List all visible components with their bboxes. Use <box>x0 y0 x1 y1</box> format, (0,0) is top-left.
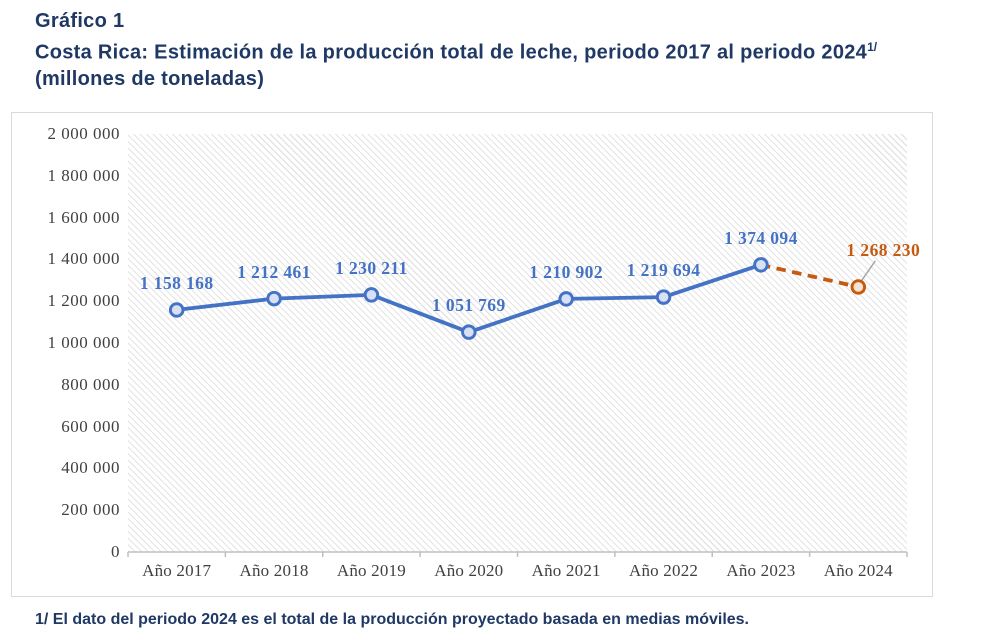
x-tick-label: Año 2018 <box>239 561 309 580</box>
data-label: 1 230 211 <box>335 257 408 278</box>
y-tick-label: 800 000 <box>61 374 120 394</box>
chart-frame: 0 200 000 400 000 600 000 800 000 1 000 000 1 … <box>11 112 933 597</box>
x-tick-label: Año 2024 <box>823 561 893 580</box>
y-tick-label: 1 400 000 <box>47 249 120 269</box>
x-tick-label: Año 2020 <box>434 561 504 580</box>
data-label: 1 212 461 <box>237 261 311 282</box>
heading-title: Costa Rica: Estimación de la producción … <box>35 34 985 66</box>
y-tick-label: 1 000 000 <box>47 333 120 352</box>
heading-footnote-ref: 1/ <box>867 40 878 54</box>
data-label: 1 158 168 <box>139 272 214 293</box>
data-point-marker <box>655 289 672 305</box>
data-label: 1 210 902 <box>529 261 603 282</box>
data-point-marker <box>168 302 185 318</box>
series-line-projected <box>760 262 859 289</box>
data-label: 1 219 694 <box>626 260 701 281</box>
data-point-marker <box>753 257 769 273</box>
heading-units: (millones de toneladas) <box>35 67 265 90</box>
data-label: 1 051 769 <box>432 295 506 316</box>
chart-footnote: 1/ El dato del periodo 2024 es el total … <box>35 611 749 628</box>
y-tick-label: 0 <box>111 542 120 561</box>
chart-heading: Gráfico 1 Costa Rica: Estimación de la p… <box>35 8 985 92</box>
data-point-marker <box>461 324 477 340</box>
heading-title-text: Costa Rica: Estimación de la producción … <box>35 41 868 64</box>
data-point-marker <box>266 290 282 307</box>
data-point-marker <box>363 287 380 303</box>
data-point-marker <box>850 279 867 295</box>
x-axis: Año 2017 Año 2018 Año 2019 Año 2020 Año 2021… <box>128 559 907 585</box>
y-tick-label: 1 600 000 <box>47 207 120 227</box>
data-point-marker <box>558 291 574 307</box>
y-tick-label: 200 000 <box>61 500 120 520</box>
chart-canvas <box>127 257 908 557</box>
x-tick-label: Año 2022 <box>628 561 699 580</box>
x-tick-label: Año 2021 <box>531 561 601 580</box>
x-tick-label: Año 2023 <box>726 561 796 580</box>
y-tick-label: 1 200 000 <box>47 291 120 311</box>
x-tick-label: Año 2019 <box>336 561 406 580</box>
data-label: 1 268 230 <box>846 239 921 260</box>
y-tick-label: 2 000 000 <box>47 124 120 143</box>
y-tick-label: 600 000 <box>61 416 120 436</box>
heading-graph-number: Gráfico 1 <box>35 10 125 32</box>
y-tick-label: 400 000 <box>61 458 120 478</box>
y-axis: 0 200 000 400 000 600 000 800 000 1 000 000 1 … <box>12 124 120 561</box>
plot-area: 1 158 168 1 212 461 1 230 211 1 051 769 1 21… <box>127 134 920 557</box>
y-tick-label: 1 800 000 <box>47 165 120 185</box>
callout-leader-line <box>860 260 876 282</box>
x-tick-label: Año 2017 <box>142 561 212 580</box>
data-label: 1 374 094 <box>724 227 798 248</box>
